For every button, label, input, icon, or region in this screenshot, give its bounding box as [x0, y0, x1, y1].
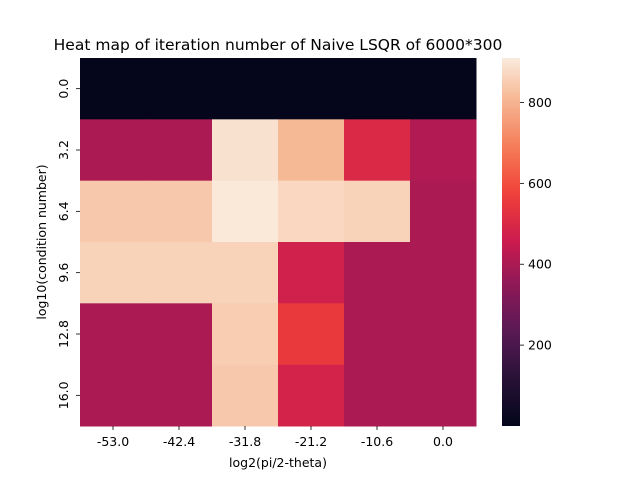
heatmap-cell — [146, 364, 213, 427]
x-tick-label: -42.4 — [163, 434, 195, 449]
heatmap-cell — [344, 303, 411, 366]
colorbar — [502, 58, 520, 426]
colorbar-tick-label: 800 — [528, 95, 552, 110]
heatmap-cell — [146, 58, 213, 120]
heatmap-cell — [410, 119, 477, 182]
y-tick-label: 12.8 — [56, 320, 71, 348]
y-tick-label: 3.2 — [56, 140, 71, 160]
heatmap-cell — [278, 180, 345, 243]
heatmap-cell — [410, 58, 477, 120]
heatmap-cell — [80, 119, 147, 182]
y-axis-label: log10(condition number) — [34, 164, 49, 319]
x-tick-label: -21.2 — [295, 434, 327, 449]
heatmap-cell — [146, 119, 213, 182]
heatmap-cell — [80, 303, 147, 366]
heatmap-cell — [344, 180, 411, 243]
heatmap-cell — [80, 364, 147, 427]
heatmap-cell — [344, 242, 411, 304]
y-axis-ticks: 0.0 3.2 6.4 9.6 12.8 16.0 — [56, 79, 80, 409]
x-axis-ticks: -53.0 -42.4 -31.8 -21.2 -10.6 0.0 — [97, 426, 453, 449]
heatmap-cell — [410, 303, 477, 366]
heatmap-cell — [146, 303, 213, 366]
heatmap-cell — [80, 58, 147, 120]
x-tick-label: -10.6 — [361, 434, 393, 449]
heatmap-cell — [410, 364, 477, 427]
heatmap-cell — [278, 119, 345, 182]
heatmap-cell — [146, 180, 213, 243]
x-tick-label: -31.8 — [229, 434, 261, 449]
x-axis-label: log2(pi/2-theta) — [229, 455, 327, 470]
colorbar-tick-label: 600 — [528, 176, 552, 191]
heatmap-cell — [212, 58, 279, 120]
heatmap-cell — [212, 180, 279, 243]
heatmap-cell — [344, 364, 411, 427]
heatmap-cell — [410, 242, 477, 304]
x-tick-label: 0.0 — [433, 434, 453, 449]
heatmap-cell — [410, 180, 477, 243]
heatmap-cell — [278, 58, 345, 120]
x-tick-label: -53.0 — [97, 434, 129, 449]
heatmap-cell — [80, 242, 147, 304]
heatmap-cell — [212, 119, 279, 182]
heatmap-cell — [344, 58, 411, 120]
y-tick-label: 6.4 — [56, 201, 71, 221]
colorbar-tick-label: 200 — [528, 338, 552, 353]
heatmap-cell — [212, 364, 279, 427]
y-tick-label: 9.6 — [56, 263, 71, 283]
heatmap-cells — [80, 58, 477, 427]
colorbar-tick-label: 400 — [528, 257, 552, 272]
heatmap-cell — [278, 364, 345, 427]
heatmap-cell — [146, 242, 213, 304]
heatmap-cell — [278, 242, 345, 304]
heatmap-cell — [212, 242, 279, 304]
heatmap-cell — [344, 119, 411, 182]
chart-title: Heat map of iteration number of Naive LS… — [54, 36, 503, 54]
heatmap-cell — [212, 303, 279, 366]
heatmap-cell — [80, 180, 147, 243]
colorbar-ticks: 200 400 600 800 — [520, 95, 552, 353]
y-tick-label: 16.0 — [56, 381, 71, 409]
heatmap-cell — [278, 303, 345, 366]
y-tick-label: 0.0 — [56, 79, 71, 99]
